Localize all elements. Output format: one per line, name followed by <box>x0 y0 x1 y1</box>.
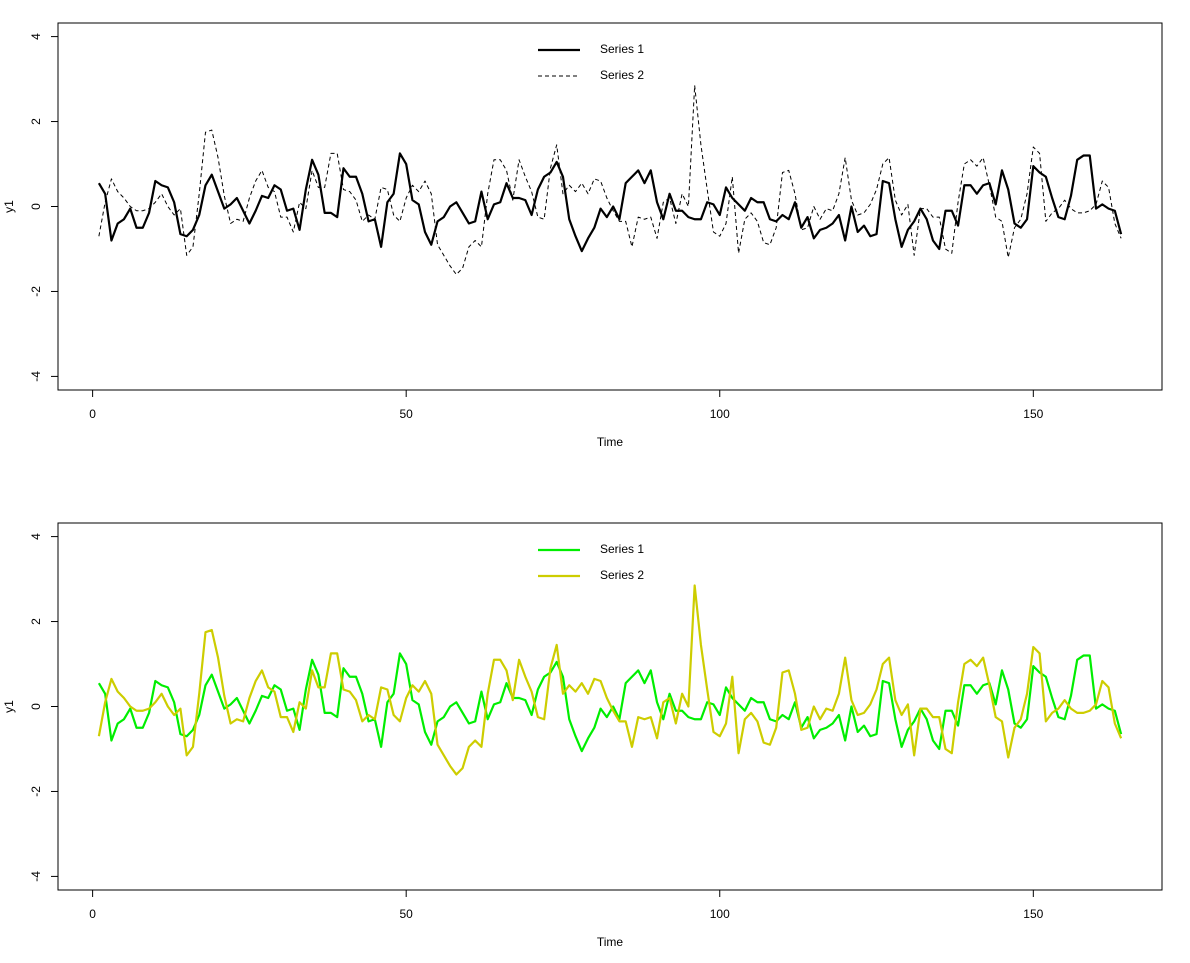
y-axis-label: y1 <box>2 200 16 213</box>
y-tick-label: 2 <box>29 118 43 125</box>
legend-label: Series 2 <box>600 568 644 582</box>
x-axis-label: Time <box>597 935 624 949</box>
y-tick-label: -2 <box>29 786 43 797</box>
y-tick-label: 0 <box>29 703 43 710</box>
x-tick-label: 50 <box>400 907 414 921</box>
x-tick-label: 150 <box>1023 407 1043 421</box>
y-tick-label: 4 <box>29 533 43 540</box>
y-tick-label: 0 <box>29 203 43 210</box>
series-line <box>97 652 1123 753</box>
x-tick-label: 0 <box>89 407 96 421</box>
y-tick-label: 4 <box>29 33 43 40</box>
y-tick-label: -4 <box>29 371 43 382</box>
y-tick-label: -2 <box>29 286 43 297</box>
y-axis-label: y1 <box>2 700 16 713</box>
series-line <box>97 152 1123 253</box>
legend-label: Series 2 <box>600 68 644 82</box>
x-tick-label: 100 <box>710 407 730 421</box>
panel: 0 50 100 150 -4 -2 0 2 4 Time y1 Series 1 Series 2 <box>2 522 1163 949</box>
x-tick-label: 50 <box>400 407 414 421</box>
y-tick-label: -4 <box>29 871 43 882</box>
x-tick-label: 0 <box>89 907 96 921</box>
x-tick-label: 100 <box>710 907 730 921</box>
legend-label: Series 1 <box>600 42 644 56</box>
series-line <box>98 84 1122 275</box>
panel: 0 50 100 150 -4 -2 0 2 4 Time y1 Series 1 Series 2 <box>2 22 1163 449</box>
x-axis-label: Time <box>597 435 624 449</box>
series-line <box>97 584 1123 776</box>
legend-label: Series 1 <box>600 542 644 556</box>
x-tick-label: 150 <box>1023 907 1043 921</box>
y-tick-label: 2 <box>29 618 43 625</box>
